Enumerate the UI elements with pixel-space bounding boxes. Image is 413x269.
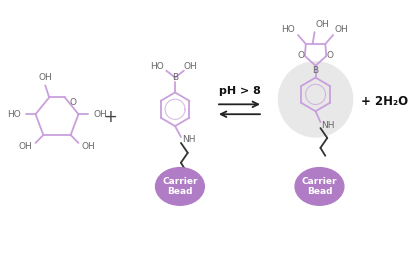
Text: Carrier
Bead: Carrier Bead [162, 177, 197, 196]
Text: Carrier
Bead: Carrier Bead [301, 177, 337, 196]
Text: B: B [312, 66, 318, 75]
Text: pH > 8: pH > 8 [218, 86, 260, 97]
Text: OH: OH [93, 110, 107, 119]
Ellipse shape [294, 168, 343, 205]
Text: HO: HO [281, 24, 294, 34]
Text: HO: HO [7, 110, 21, 119]
Text: O: O [326, 51, 333, 61]
Text: OH: OH [38, 73, 52, 82]
Text: O: O [297, 51, 304, 61]
Text: +: + [104, 108, 117, 126]
Ellipse shape [155, 168, 204, 205]
Text: OH: OH [183, 62, 197, 71]
Text: OH: OH [333, 24, 347, 34]
Text: B: B [171, 73, 178, 82]
Text: OH: OH [315, 20, 328, 29]
Text: OH: OH [19, 142, 33, 151]
Text: OH: OH [81, 142, 95, 151]
Text: HO: HO [150, 62, 164, 71]
Text: NH: NH [182, 136, 195, 144]
Text: + 2H₂O: + 2H₂O [361, 95, 407, 108]
Circle shape [278, 62, 352, 137]
Text: O: O [69, 98, 76, 107]
Text: NH: NH [321, 121, 334, 130]
